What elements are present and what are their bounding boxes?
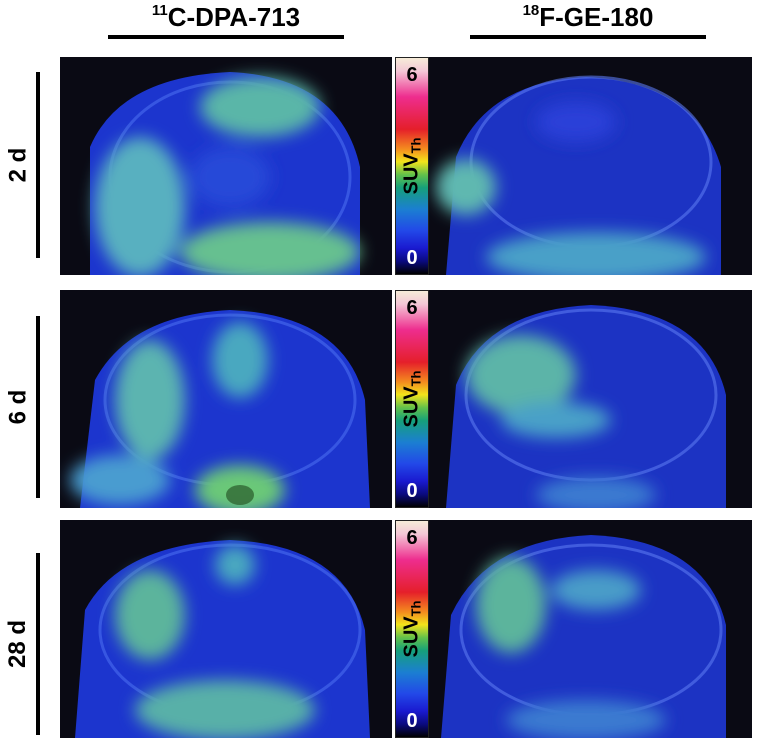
column-title-rule bbox=[470, 35, 706, 39]
suv-colorbar: 6 SUVTh 0 bbox=[395, 290, 429, 508]
pet-scan-ge180-28d bbox=[426, 520, 752, 738]
colorbar-min-label: 0 bbox=[406, 247, 418, 269]
row-bar bbox=[36, 553, 40, 735]
tracer-name: F-GE-180 bbox=[539, 2, 654, 32]
colorbar-max-label: 6 bbox=[406, 297, 418, 319]
row-label-28d: 28 d bbox=[4, 619, 31, 669]
pet-scan-dpa713-2d bbox=[60, 57, 392, 275]
colorbar-title: SUVTh bbox=[400, 137, 424, 195]
row-bar bbox=[36, 316, 40, 498]
colorbar-title: SUVTh bbox=[400, 600, 424, 658]
colorbar-gradient bbox=[396, 291, 428, 507]
row-label-2d: 2 d bbox=[4, 147, 31, 183]
colorbar-max-label: 6 bbox=[406, 64, 418, 86]
colorbar-gradient bbox=[396, 58, 428, 274]
row-label-6d: 6 d bbox=[4, 389, 31, 425]
suv-colorbar: 6 SUVTh 0 bbox=[395, 520, 429, 738]
colorbar-min-label: 0 bbox=[406, 710, 418, 732]
column-title-rule bbox=[108, 35, 344, 39]
suv-colorbar: 6 SUVTh 0 bbox=[395, 57, 429, 275]
column-title-ge180: 18F-GE-180 bbox=[470, 2, 706, 33]
isotope-mass-number: 11 bbox=[151, 2, 168, 19]
row-bar bbox=[36, 72, 40, 258]
pet-scan-ge180-6d bbox=[426, 290, 752, 508]
pet-scan-ge180-2d bbox=[426, 57, 752, 275]
colorbar-title: SUVTh bbox=[400, 370, 424, 428]
column-title-dpa713: 11C-DPA-713 bbox=[108, 2, 344, 33]
pet-scan-dpa713-28d bbox=[60, 520, 392, 738]
colorbar-max-label: 6 bbox=[406, 527, 418, 549]
tracer-name: C-DPA-713 bbox=[167, 2, 301, 32]
colorbar-gradient bbox=[396, 521, 428, 737]
pet-scan-dpa713-6d bbox=[60, 290, 392, 508]
isotope-mass-number: 18 bbox=[522, 2, 540, 19]
colorbar-min-label: 0 bbox=[406, 480, 418, 502]
